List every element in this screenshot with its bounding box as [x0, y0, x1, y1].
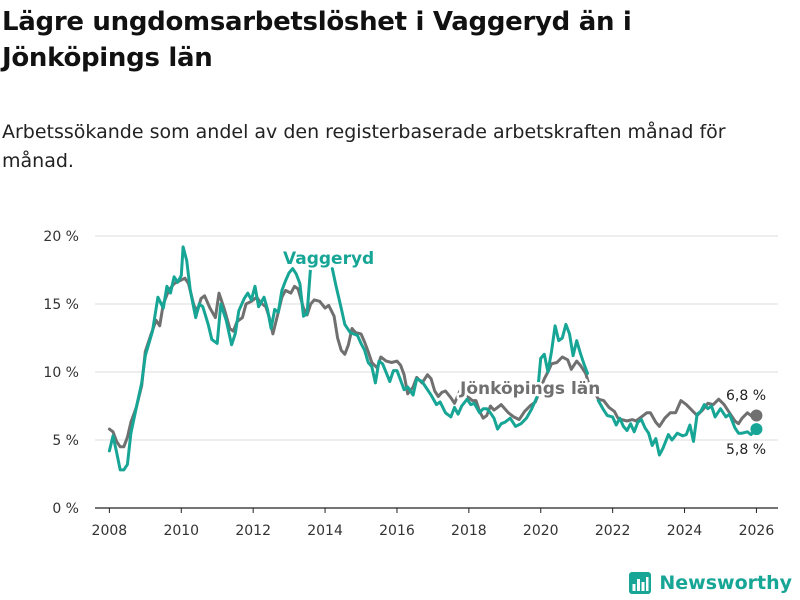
x-tick-label: 2018 — [451, 523, 487, 539]
series-label-vaggeryd: Vaggeryd — [283, 249, 374, 269]
end-label-vaggeryd: 5,8 % — [726, 442, 766, 458]
x-tick-label: 2016 — [379, 523, 415, 539]
y-tick-label: 0 % — [52, 501, 79, 517]
brand[interactable]: Newsworthy — [628, 568, 792, 598]
series-label-jonkopings-lan-halo: Jönköpings län — [459, 379, 600, 399]
end-label-jonkopings-lan-halo: 6,8 % — [726, 388, 766, 404]
series-label-vaggeryd-halo: Vaggeryd — [283, 249, 374, 269]
series-line-vaggeryd-3 — [596, 399, 758, 457]
series-line-vaggeryd-1 — [107, 245, 313, 472]
series-layer — [107, 245, 763, 472]
series-label-jonkopings-lan: Jönköpings län — [459, 379, 600, 399]
x-tick-label: 2024 — [667, 523, 703, 539]
end-label-vaggeryd-halo: 5,8 % — [726, 442, 766, 458]
chart-title: Lägre ungdomsarbetslöshet i Vaggeryd än … — [2, 7, 632, 73]
x-tick-label: 2012 — [235, 523, 271, 539]
y-tick-label: 15 % — [43, 297, 79, 313]
brand-name: Newsworthy — [659, 572, 792, 594]
chart-subtitle: Arbetssökande som andel av den registerb… — [2, 121, 726, 172]
x-tick-label: 2014 — [307, 523, 343, 539]
end-label-jonkopings-lan: 6,8 % — [726, 388, 766, 404]
y-tick-label: 10 % — [43, 365, 79, 381]
x-tick-label: 2026 — [739, 523, 775, 539]
bar-chart-icon — [629, 572, 652, 594]
x-tick-label: 2022 — [595, 523, 631, 539]
end-marker-jonkopings-lan — [750, 409, 763, 422]
axis-layer: 0 % 5 % 10 % 15 % 20 % 2008 2010 2012 2014 2016 20… — [43, 229, 774, 539]
series-line-jonkopings-lan — [107, 276, 758, 449]
end-marker-vaggeryd — [750, 423, 763, 436]
y-tick-label: 20 % — [43, 229, 79, 245]
grid-layer — [95, 235, 778, 509]
x-tick-label: 2020 — [523, 523, 559, 539]
series-line-vaggeryd-2 — [330, 267, 589, 431]
x-tick-label: 2008 — [92, 523, 128, 539]
x-tick-label: 2010 — [163, 523, 199, 539]
y-tick-label: 5 % — [52, 433, 79, 449]
